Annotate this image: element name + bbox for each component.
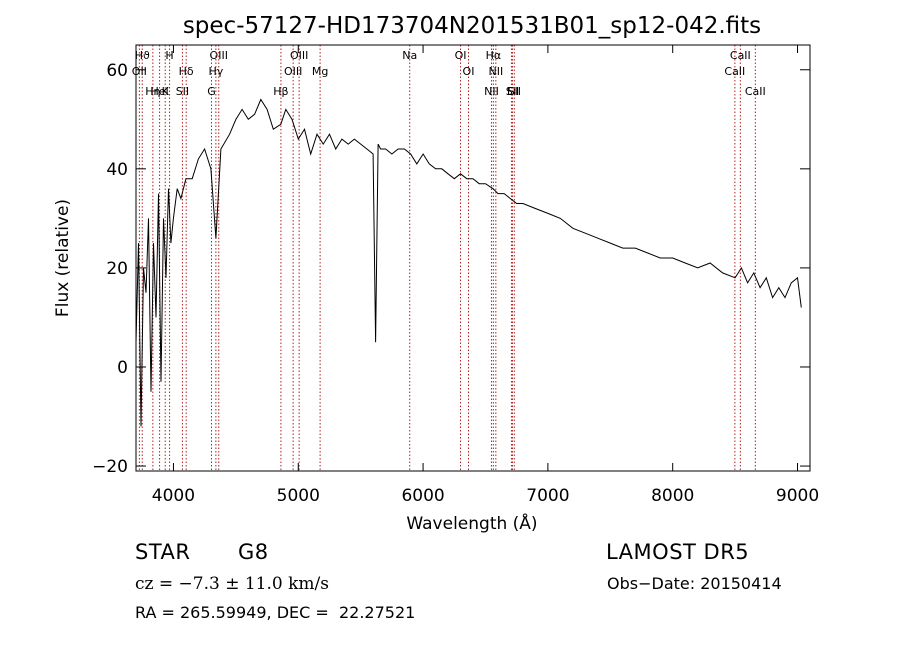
x-tick-label: 4000 bbox=[152, 486, 195, 506]
line-marker-label: Na bbox=[402, 49, 417, 62]
x-axis-label: Wavelength (Å) bbox=[406, 512, 537, 534]
line-marker-label: SII bbox=[176, 85, 189, 98]
line-marker-label: CaII bbox=[730, 49, 751, 62]
line-marker-label: Mg bbox=[312, 65, 328, 78]
line-marker-label: NII bbox=[484, 85, 499, 98]
spectrum-line bbox=[135, 98, 802, 427]
x-tick-label: 6000 bbox=[401, 486, 444, 506]
line-marker-label: Hα bbox=[486, 49, 502, 62]
line-marker-label: K bbox=[162, 85, 170, 98]
y-tick-label: 20 bbox=[106, 259, 128, 279]
line-marker-label: OIII bbox=[290, 49, 308, 62]
series-group bbox=[135, 98, 802, 427]
object-subclass: G8 bbox=[238, 540, 269, 564]
redshift-cz: cz = −7.3 ± 11.0 km/s bbox=[135, 574, 329, 594]
y-tick-label: 0 bbox=[117, 358, 128, 378]
x-tick-label: 9000 bbox=[776, 486, 819, 506]
line-marker-label: HeI bbox=[150, 85, 168, 98]
line-marker-label: Hγ bbox=[208, 65, 223, 78]
line-marker-label: CaII bbox=[745, 85, 766, 98]
line-marker-label: SII bbox=[506, 85, 519, 98]
coordinates: RA = 265.59949, DEC = 22.27521 bbox=[135, 603, 416, 622]
chart-title: spec-57127-HD173704N201531B01_sp12-042.f… bbox=[183, 13, 761, 39]
line-marker-label: OI bbox=[455, 49, 467, 62]
y-axis-label: Flux (relative) bbox=[53, 199, 73, 317]
observation-date: Obs−Date: 20150414 bbox=[607, 574, 782, 593]
line-marker-label: Hβ bbox=[273, 85, 288, 98]
line-marker-label: OIII bbox=[284, 65, 302, 78]
line-marker-label: Hδ bbox=[179, 65, 194, 78]
object-class: STAR bbox=[135, 540, 191, 564]
line-marker-label: SII bbox=[508, 85, 521, 98]
line-marker-label: Li bbox=[507, 85, 516, 98]
x-tick-label: 5000 bbox=[277, 486, 320, 506]
y-tick-label: 60 bbox=[106, 61, 128, 81]
axis-ticks: 4000 5000 6000 7000 8000 9000 −20 0 20 40 60 bbox=[92, 45, 819, 506]
plot-frame bbox=[135, 44, 811, 472]
line-marker-label: OII bbox=[132, 65, 147, 78]
line-marker-label: H bbox=[165, 49, 173, 62]
line-marker-label: Hϑ bbox=[135, 49, 150, 62]
y-tick-label: 40 bbox=[106, 160, 128, 180]
survey-name: LAMOST DR5 bbox=[606, 540, 750, 564]
line-marker-label: OIII bbox=[210, 49, 228, 62]
line-marker-label: Hη bbox=[145, 85, 160, 98]
y-tick-label: −20 bbox=[92, 457, 128, 477]
line-marker-label: NII bbox=[488, 65, 503, 78]
line-marker-label: CaII bbox=[724, 65, 745, 78]
line-marker-label: OI bbox=[463, 65, 475, 78]
x-tick-label: 8000 bbox=[651, 486, 694, 506]
x-tick-label: 7000 bbox=[526, 486, 569, 506]
line-marker-label: G bbox=[207, 85, 216, 98]
